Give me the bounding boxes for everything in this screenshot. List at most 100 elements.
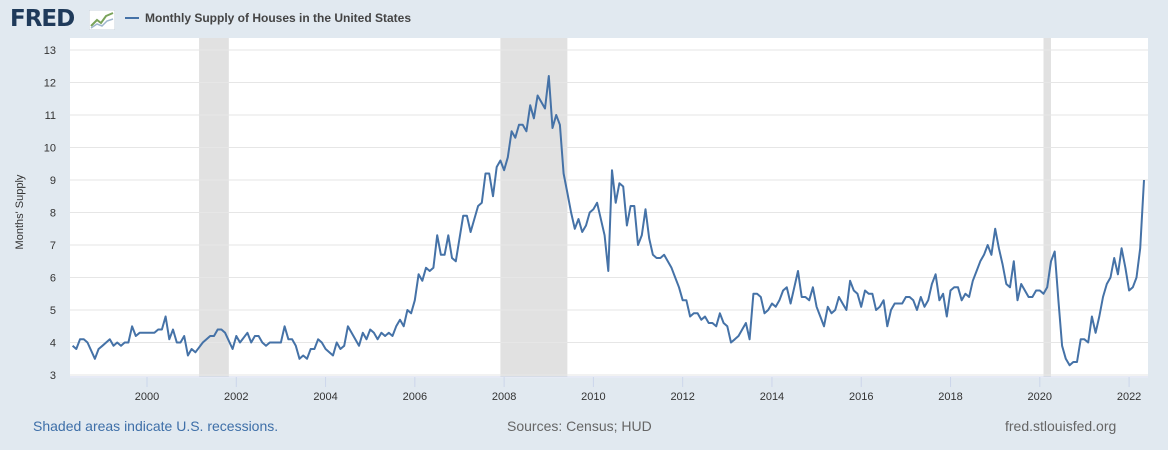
data-point[interactable]	[636, 243, 640, 247]
data-point[interactable]	[725, 324, 729, 328]
data-point[interactable]	[420, 279, 424, 283]
data-point[interactable]	[1038, 289, 1042, 293]
data-point[interactable]	[993, 227, 997, 231]
data-point[interactable]	[893, 302, 897, 306]
data-point[interactable]	[491, 194, 495, 198]
data-point[interactable]	[696, 311, 700, 315]
data-point[interactable]	[722, 321, 726, 325]
data-point[interactable]	[692, 311, 696, 315]
data-point[interactable]	[100, 344, 104, 348]
data-point[interactable]	[97, 347, 101, 351]
data-point[interactable]	[896, 302, 900, 306]
data-point[interactable]	[286, 337, 290, 341]
data-point[interactable]	[792, 285, 796, 289]
data-point[interactable]	[606, 269, 610, 273]
data-point[interactable]	[231, 347, 235, 351]
data-point[interactable]	[714, 324, 718, 328]
data-point[interactable]	[856, 292, 860, 296]
data-point[interactable]	[443, 253, 447, 257]
data-point[interactable]	[1030, 295, 1034, 299]
data-point[interactable]	[182, 334, 186, 338]
data-point[interactable]	[770, 302, 774, 306]
data-point[interactable]	[1138, 246, 1142, 250]
data-point[interactable]	[219, 328, 223, 332]
data-point[interactable]	[130, 324, 134, 328]
data-point[interactable]	[573, 227, 577, 231]
data-point[interactable]	[584, 224, 588, 228]
data-point[interactable]	[844, 308, 848, 312]
data-point[interactable]	[781, 289, 785, 293]
data-point[interactable]	[744, 321, 748, 325]
data-point[interactable]	[74, 347, 78, 351]
data-point[interactable]	[930, 282, 934, 286]
data-point[interactable]	[1060, 344, 1064, 348]
data-point[interactable]	[510, 129, 514, 133]
data-point[interactable]	[160, 328, 164, 332]
data-point[interactable]	[952, 285, 956, 289]
data-point[interactable]	[465, 214, 469, 218]
data-point[interactable]	[152, 331, 156, 335]
data-point[interactable]	[978, 259, 982, 263]
data-point[interactable]	[926, 298, 930, 302]
data-point[interactable]	[238, 341, 242, 345]
data-point[interactable]	[640, 233, 644, 237]
data-point[interactable]	[1090, 315, 1094, 319]
data-point[interactable]	[234, 334, 238, 338]
data-point[interactable]	[279, 341, 283, 345]
data-point[interactable]	[1068, 363, 1072, 367]
data-point[interactable]	[502, 168, 506, 172]
data-point[interactable]	[138, 331, 142, 335]
data-point[interactable]	[703, 315, 707, 319]
data-point[interactable]	[629, 204, 633, 208]
data-point[interactable]	[1131, 285, 1135, 289]
data-point[interactable]	[484, 172, 488, 176]
data-point[interactable]	[298, 357, 302, 361]
data-point[interactable]	[216, 328, 220, 332]
data-point[interactable]	[368, 328, 372, 332]
data-point[interactable]	[867, 292, 871, 296]
data-point[interactable]	[751, 292, 755, 296]
data-point[interactable]	[785, 285, 789, 289]
data-point[interactable]	[126, 341, 130, 345]
data-point[interactable]	[257, 334, 261, 338]
data-point[interactable]	[1127, 289, 1131, 293]
data-point[interactable]	[1004, 282, 1008, 286]
data-point[interactable]	[774, 305, 778, 309]
data-point[interactable]	[1015, 298, 1019, 302]
data-point[interactable]	[699, 318, 703, 322]
data-point[interactable]	[413, 298, 417, 302]
data-point[interactable]	[405, 308, 409, 312]
data-point[interactable]	[435, 233, 439, 237]
data-point[interactable]	[863, 289, 867, 293]
data-point[interactable]	[82, 337, 86, 341]
data-point[interactable]	[1019, 282, 1023, 286]
data-point[interactable]	[264, 344, 268, 348]
data-point[interactable]	[383, 334, 387, 338]
data-point[interactable]	[1001, 263, 1005, 267]
data-point[interactable]	[1123, 266, 1127, 270]
data-point[interactable]	[402, 324, 406, 328]
data-point[interactable]	[662, 253, 666, 257]
data-point[interactable]	[1108, 276, 1112, 280]
data-point[interactable]	[476, 204, 480, 208]
data-point[interactable]	[1045, 285, 1049, 289]
data-point[interactable]	[807, 298, 811, 302]
data-point[interactable]	[379, 331, 383, 335]
data-point[interactable]	[469, 230, 473, 234]
data-point[interactable]	[707, 321, 711, 325]
fred-logo[interactable]: FRED	[10, 6, 75, 32]
data-point[interactable]	[963, 292, 967, 296]
data-point[interactable]	[424, 266, 428, 270]
data-point[interactable]	[532, 116, 536, 120]
data-point[interactable]	[562, 172, 566, 176]
data-point[interactable]	[997, 246, 1001, 250]
series-line[interactable]	[71, 75, 1145, 367]
data-point[interactable]	[789, 302, 793, 306]
data-point[interactable]	[361, 331, 365, 335]
data-point[interactable]	[364, 337, 368, 341]
data-point[interactable]	[208, 334, 212, 338]
data-point[interactable]	[1056, 298, 1060, 302]
data-point[interactable]	[450, 256, 454, 260]
data-point[interactable]	[1049, 259, 1053, 263]
data-point[interactable]	[357, 344, 361, 348]
